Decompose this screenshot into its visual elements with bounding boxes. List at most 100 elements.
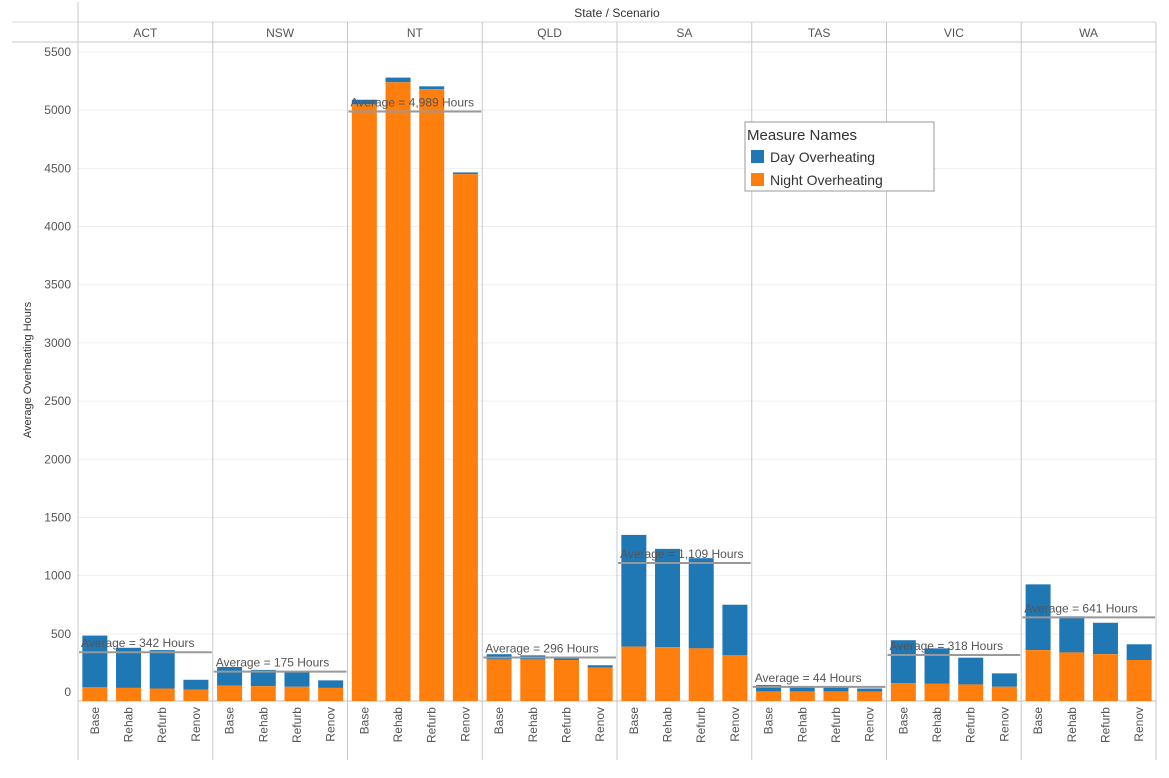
bar-night-qld-renov[interactable] (587, 667, 613, 701)
bar-day-vic-base[interactable] (890, 640, 916, 684)
bar-night-vic-rehab[interactable] (924, 683, 950, 701)
bar-night-nt-renov[interactable] (452, 174, 478, 701)
bar-night-act-refurb[interactable] (149, 688, 175, 701)
bar-night-nsw-rehab[interactable] (250, 686, 276, 701)
x-tick-label: Renov (863, 707, 877, 742)
bar-day-nsw-rehab[interactable] (250, 669, 276, 687)
bar-night-nsw-base[interactable] (217, 685, 243, 701)
x-tick-label: Refurb (964, 707, 978, 743)
legend-swatch-night (751, 173, 764, 186)
bar-day-nt-renov[interactable] (452, 172, 478, 175)
bar-day-wa-refurb[interactable] (1092, 622, 1118, 655)
bar-night-wa-rehab[interactable] (1059, 652, 1085, 701)
bar-day-act-renov[interactable] (183, 679, 209, 690)
state-header: WA (1079, 26, 1098, 40)
bar-night-nt-rehab[interactable] (385, 82, 411, 702)
bar-night-vic-renov[interactable] (991, 686, 1017, 701)
y-tick-label: 1000 (44, 569, 71, 583)
average-label: Average = 4,989 Hours (351, 95, 475, 109)
state-header: ACT (133, 26, 158, 40)
bar-night-act-renov[interactable] (183, 689, 209, 701)
bar-night-sa-renov[interactable] (722, 655, 748, 701)
bar-night-tas-base[interactable] (756, 691, 782, 701)
bar-night-wa-base[interactable] (1025, 650, 1051, 701)
bar-night-nsw-refurb[interactable] (284, 686, 310, 701)
bar-night-tas-rehab[interactable] (789, 691, 815, 701)
bar-night-wa-renov[interactable] (1126, 660, 1152, 701)
x-tick-label: Renov (189, 707, 203, 742)
x-tick-label: Rehab (930, 707, 944, 743)
panel-sa: SA Base Rehab Refurb Renov Average = 1,109 Ho… (618, 26, 751, 743)
x-tick-label: Renov (728, 707, 742, 742)
bar-day-sa-renov[interactable] (722, 604, 748, 656)
bar-day-nsw-base[interactable] (217, 666, 243, 686)
bar-night-sa-rehab[interactable] (655, 647, 681, 701)
x-tick-label: Rehab (526, 707, 540, 743)
bar-night-act-rehab[interactable] (116, 687, 142, 701)
bar-day-qld-renov[interactable] (587, 665, 613, 668)
bar-day-tas-refurb[interactable] (823, 686, 849, 692)
bar-day-sa-base[interactable] (621, 534, 647, 647)
bar-day-vic-rehab[interactable] (924, 648, 950, 684)
bar-day-tas-rehab[interactable] (789, 686, 815, 692)
x-tick-label: Refurb (425, 707, 439, 743)
x-tick-label: Renov (324, 707, 338, 742)
bar-day-nt-base[interactable] (351, 99, 377, 105)
bar-day-act-rehab[interactable] (116, 647, 142, 688)
state-header: SA (676, 26, 692, 40)
bar-night-qld-rehab[interactable] (520, 659, 546, 701)
bar-day-sa-refurb[interactable] (688, 558, 714, 649)
legend-swatch-day (751, 150, 764, 163)
x-tick-label: Base (627, 707, 641, 735)
bar-day-act-base[interactable] (82, 635, 108, 688)
legend[interactable]: Measure Names Day Overheating Night Over… (744, 121, 935, 192)
legend-box (744, 121, 935, 192)
bar-day-nsw-renov[interactable] (318, 680, 344, 688)
bar-day-vic-refurb[interactable] (958, 657, 984, 685)
bar-day-nt-rehab[interactable] (385, 77, 411, 83)
panel-tas: TAS Base Rehab Refurb Renov Average = 44 Hour… (752, 26, 886, 743)
bar-night-qld-base[interactable] (486, 659, 512, 701)
x-tick-label: Renov (593, 707, 607, 742)
legend-entry-day[interactable]: Day Overheating (770, 149, 875, 165)
y-axis-label: Average Overheating Hours (22, 301, 34, 438)
bar-night-tas-refurb[interactable] (823, 691, 849, 701)
chart-title: State / Scenario (574, 6, 660, 20)
x-tick-label: Renov (458, 707, 472, 742)
bar-night-nt-refurb[interactable] (419, 89, 445, 701)
bar-day-tas-renov[interactable] (857, 688, 883, 692)
bar-night-sa-refurb[interactable] (688, 648, 714, 701)
y-tick-label: 3500 (44, 278, 71, 292)
x-tick-label: Base (357, 707, 371, 735)
bar-day-tas-base[interactable] (756, 685, 782, 692)
x-tick-label: Base (896, 707, 910, 735)
bar-night-vic-base[interactable] (890, 683, 916, 701)
y-tick-label: 500 (51, 627, 71, 641)
bar-day-nt-refurb[interactable] (419, 86, 445, 90)
x-tick-label: Refurb (559, 707, 573, 743)
bar-night-wa-refurb[interactable] (1092, 654, 1118, 701)
bar-day-vic-renov[interactable] (991, 673, 1017, 687)
panel-act: ACT Base Rehab Refurb Renov Average = 342 Hou… (79, 26, 212, 743)
x-tick-label: Refurb (155, 707, 169, 743)
x-tick-label: Refurb (694, 707, 708, 743)
bar-night-qld-refurb[interactable] (553, 660, 579, 701)
bar-night-act-base[interactable] (82, 687, 108, 701)
bar-night-tas-renov[interactable] (857, 691, 883, 701)
bar-day-sa-rehab[interactable] (655, 548, 681, 648)
bar-day-nsw-refurb[interactable] (284, 671, 310, 687)
panel-nt: NT Base Rehab Refurb Renov Average = 4,989 Ho… (348, 26, 482, 743)
x-tick-label: Base (762, 707, 776, 735)
y-tick-label: 3000 (44, 336, 71, 350)
bar-day-wa-renov[interactable] (1126, 644, 1152, 660)
bar-day-act-refurb[interactable] (149, 650, 175, 689)
bar-day-wa-rehab[interactable] (1059, 616, 1085, 653)
bar-night-nt-base[interactable] (351, 104, 377, 701)
bar-night-sa-base[interactable] (621, 646, 647, 701)
x-tick-label: Rehab (256, 707, 270, 743)
legend-entry-night[interactable]: Night Overheating (770, 172, 883, 188)
bar-night-nsw-renov[interactable] (318, 687, 344, 701)
bar-night-vic-refurb[interactable] (958, 684, 984, 701)
panel-qld: QLD Base Rehab Refurb Renov Average = 296 Hou… (483, 26, 616, 743)
